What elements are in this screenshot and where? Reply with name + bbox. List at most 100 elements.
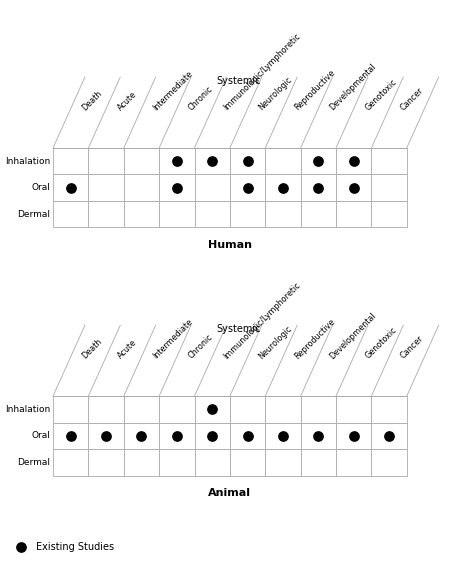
Text: Immunologic/Lymphoretic: Immunologic/Lymphoretic [222, 32, 302, 112]
Text: Dermal: Dermal [17, 458, 50, 467]
Point [102, 431, 110, 440]
Text: Human: Human [208, 240, 252, 250]
Bar [301, 396, 336, 422]
Bar [265, 449, 301, 475]
Point [67, 431, 74, 440]
Bar [89, 422, 124, 449]
Point [173, 157, 181, 166]
Bar [194, 148, 230, 174]
Text: Systemic: Systemic [216, 76, 261, 86]
Point [350, 431, 357, 440]
Text: Reproductive: Reproductive [292, 68, 337, 112]
Bar [372, 422, 407, 449]
Text: Existing Studies: Existing Studies [36, 542, 114, 552]
Text: Cancer: Cancer [399, 86, 425, 112]
Text: Intermediate: Intermediate [151, 69, 194, 112]
Bar [265, 201, 301, 227]
Text: Neurologic: Neurologic [257, 324, 294, 360]
Point [209, 157, 216, 166]
Point [385, 431, 393, 440]
Text: Death: Death [80, 337, 104, 360]
Text: Chronic: Chronic [186, 333, 214, 360]
Bar [89, 396, 124, 422]
Bar [372, 449, 407, 475]
Bar [372, 201, 407, 227]
Point [350, 157, 357, 166]
Bar [124, 396, 159, 422]
Text: Death: Death [80, 89, 104, 112]
Point [209, 405, 216, 414]
Bar [336, 422, 372, 449]
Bar [159, 201, 194, 227]
Bar [194, 174, 230, 201]
Bar [53, 422, 89, 449]
Point [244, 183, 251, 192]
Bar [124, 174, 159, 201]
Bar [159, 422, 194, 449]
Bar [194, 449, 230, 475]
Bar [124, 422, 159, 449]
Text: Acute: Acute [116, 338, 138, 360]
Bar [336, 396, 372, 422]
Text: Dermal: Dermal [17, 210, 50, 219]
Bar [124, 201, 159, 227]
Bar [336, 201, 372, 227]
Point [138, 431, 146, 440]
Bar [124, 148, 159, 174]
Text: Inhalation: Inhalation [5, 157, 50, 166]
Bar [53, 396, 89, 422]
Bar [230, 148, 265, 174]
Text: Systemic: Systemic [216, 324, 261, 334]
Bar [230, 174, 265, 201]
Bar [159, 449, 194, 475]
Point [279, 431, 287, 440]
Bar [372, 174, 407, 201]
Point [279, 183, 287, 192]
Text: Oral: Oral [31, 431, 50, 440]
Text: Genotoxic: Genotoxic [363, 325, 398, 360]
Bar [194, 422, 230, 449]
Text: Cancer: Cancer [399, 334, 425, 360]
Bar [89, 148, 124, 174]
Point [173, 431, 181, 440]
Bar [265, 396, 301, 422]
Bar [372, 396, 407, 422]
Text: Reproductive: Reproductive [292, 316, 337, 360]
Text: Inhalation: Inhalation [5, 405, 50, 414]
Bar [265, 174, 301, 201]
Text: Acute: Acute [116, 90, 138, 112]
Bar [336, 174, 372, 201]
Bar [301, 422, 336, 449]
Bar [159, 148, 194, 174]
Text: Developmental: Developmental [328, 63, 378, 112]
Text: Developmental: Developmental [328, 311, 378, 360]
Text: Animal: Animal [209, 488, 251, 498]
Bar [336, 449, 372, 475]
Bar [230, 396, 265, 422]
Point [244, 157, 251, 166]
Bar [53, 174, 89, 201]
Bar [53, 449, 89, 475]
Text: Oral: Oral [31, 183, 50, 192]
Bar [89, 449, 124, 475]
Bar [124, 449, 159, 475]
Point [315, 183, 322, 192]
Text: Neurologic: Neurologic [257, 76, 294, 112]
Bar [336, 148, 372, 174]
Point [350, 183, 357, 192]
Text: Genotoxic: Genotoxic [363, 77, 398, 112]
Bar [372, 148, 407, 174]
Point [244, 431, 251, 440]
Bar [230, 201, 265, 227]
Bar [301, 174, 336, 201]
Point [67, 183, 74, 192]
Bar [53, 148, 89, 174]
Bar [265, 148, 301, 174]
Bar [194, 396, 230, 422]
Bar [89, 201, 124, 227]
Point [315, 157, 322, 166]
Point [209, 431, 216, 440]
Bar [301, 201, 336, 227]
Bar [301, 449, 336, 475]
Bar [230, 422, 265, 449]
